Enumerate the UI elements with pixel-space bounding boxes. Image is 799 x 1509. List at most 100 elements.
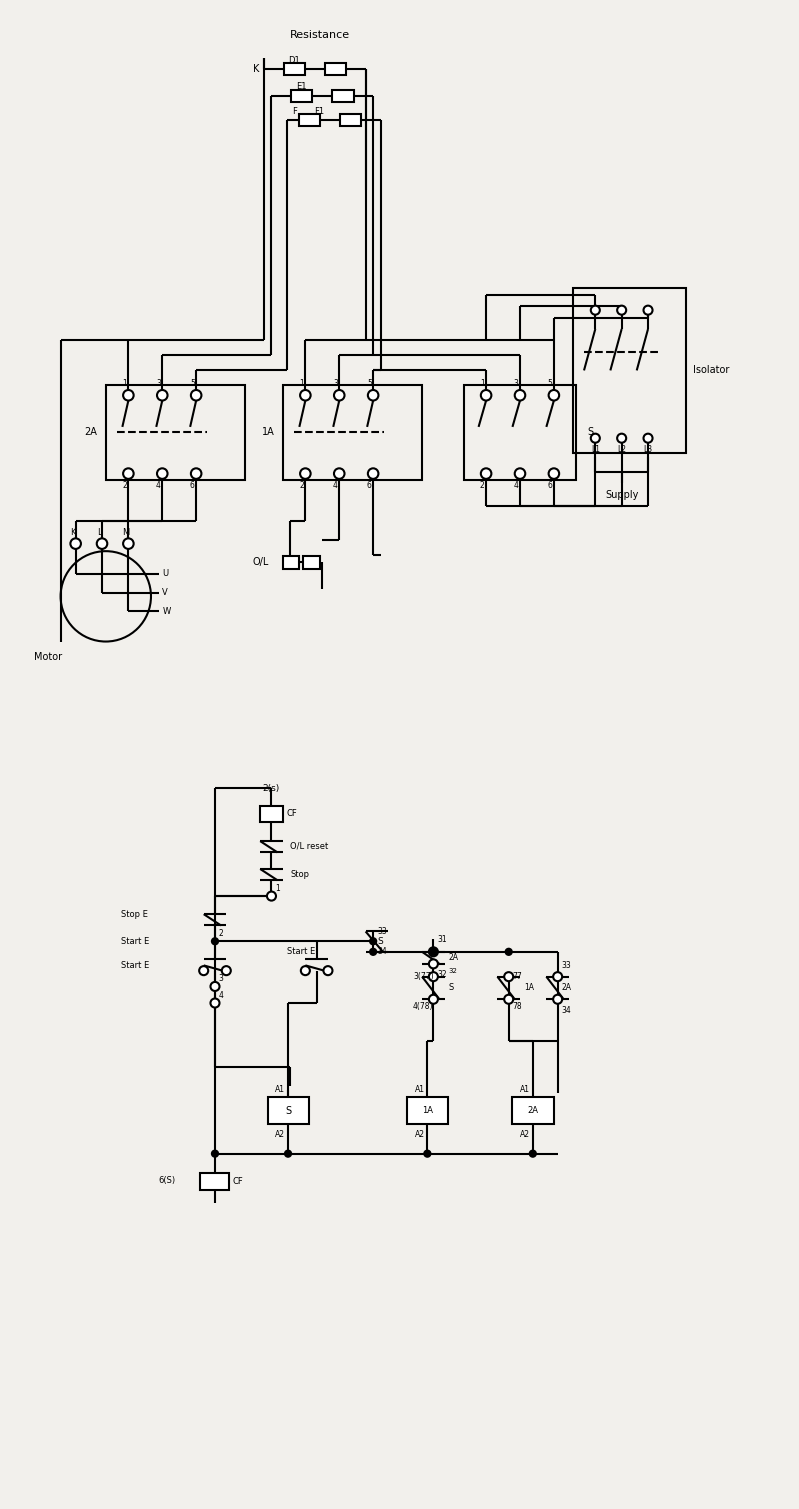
Text: L3: L3 bbox=[643, 445, 653, 454]
Circle shape bbox=[643, 433, 653, 442]
Text: Motor: Motor bbox=[34, 652, 62, 661]
Text: 32: 32 bbox=[437, 970, 447, 979]
Circle shape bbox=[515, 468, 525, 478]
Circle shape bbox=[334, 389, 344, 400]
Text: E1: E1 bbox=[296, 81, 307, 91]
Text: 3(77): 3(77) bbox=[413, 972, 434, 981]
Circle shape bbox=[481, 389, 491, 400]
Bar bbox=[283, 385, 422, 480]
Text: 2A: 2A bbox=[562, 984, 571, 993]
Bar bbox=[332, 89, 354, 101]
Text: CF: CF bbox=[233, 1177, 243, 1186]
Text: 78: 78 bbox=[512, 1002, 522, 1011]
Bar bbox=[299, 115, 320, 127]
Circle shape bbox=[123, 468, 133, 478]
Text: S: S bbox=[285, 1106, 291, 1115]
Circle shape bbox=[529, 1150, 537, 1157]
Bar bbox=[303, 555, 320, 569]
Text: 5: 5 bbox=[190, 379, 195, 388]
Text: 2: 2 bbox=[219, 930, 224, 939]
Text: 5: 5 bbox=[367, 379, 372, 388]
Circle shape bbox=[504, 948, 513, 957]
Text: 2A: 2A bbox=[527, 1106, 539, 1115]
Circle shape bbox=[300, 389, 311, 400]
Bar bbox=[463, 385, 577, 480]
Circle shape bbox=[70, 539, 81, 549]
Text: 77: 77 bbox=[512, 972, 523, 981]
Circle shape bbox=[590, 306, 600, 315]
Circle shape bbox=[369, 948, 377, 957]
Bar bbox=[284, 63, 304, 75]
Text: S: S bbox=[588, 427, 594, 438]
Text: Isolator: Isolator bbox=[694, 365, 729, 376]
Text: 6: 6 bbox=[190, 481, 195, 490]
Text: O/L reset: O/L reset bbox=[290, 842, 328, 851]
Text: K: K bbox=[252, 65, 259, 74]
Circle shape bbox=[210, 982, 220, 991]
Text: 6: 6 bbox=[367, 481, 372, 490]
Circle shape bbox=[423, 1150, 431, 1157]
Text: A2: A2 bbox=[275, 1130, 285, 1139]
Text: 1: 1 bbox=[480, 379, 485, 388]
Text: 3: 3 bbox=[333, 379, 338, 388]
Circle shape bbox=[515, 389, 525, 400]
Text: 6(S): 6(S) bbox=[158, 1176, 176, 1185]
Text: 1A: 1A bbox=[262, 427, 275, 438]
Text: 5: 5 bbox=[547, 379, 553, 388]
Text: W: W bbox=[162, 607, 170, 616]
Text: A1: A1 bbox=[415, 1085, 424, 1094]
Circle shape bbox=[222, 966, 231, 975]
Bar bbox=[200, 1172, 229, 1189]
Bar bbox=[268, 1097, 309, 1124]
Text: 2: 2 bbox=[299, 481, 304, 490]
Text: Start E: Start E bbox=[121, 961, 149, 970]
Text: Resistance: Resistance bbox=[290, 30, 351, 41]
Text: 4: 4 bbox=[156, 481, 161, 490]
Text: 4: 4 bbox=[333, 481, 338, 490]
Circle shape bbox=[617, 433, 626, 442]
Circle shape bbox=[210, 999, 220, 1008]
Text: 33: 33 bbox=[377, 927, 387, 936]
Circle shape bbox=[504, 972, 513, 981]
Circle shape bbox=[368, 389, 379, 400]
Circle shape bbox=[300, 468, 311, 478]
Text: 3: 3 bbox=[219, 975, 224, 984]
Text: CF: CF bbox=[287, 809, 297, 818]
Text: Stop: Stop bbox=[290, 869, 309, 878]
Text: D1: D1 bbox=[288, 56, 300, 65]
Circle shape bbox=[284, 1150, 292, 1157]
Circle shape bbox=[429, 994, 438, 1003]
Text: Start E: Start E bbox=[121, 937, 149, 946]
Text: Stop E: Stop E bbox=[121, 910, 148, 919]
Text: 2(s): 2(s) bbox=[263, 783, 280, 792]
Bar bbox=[340, 115, 361, 127]
Bar bbox=[283, 555, 300, 569]
Text: 2: 2 bbox=[122, 481, 127, 490]
Circle shape bbox=[211, 1150, 219, 1157]
Text: 1: 1 bbox=[299, 379, 304, 388]
Circle shape bbox=[553, 994, 562, 1003]
Text: 6: 6 bbox=[547, 481, 553, 490]
Text: Start E: Start E bbox=[287, 948, 315, 957]
Circle shape bbox=[481, 468, 491, 478]
Text: A1: A1 bbox=[520, 1085, 530, 1094]
Text: 2A: 2A bbox=[85, 427, 97, 438]
Circle shape bbox=[553, 972, 562, 981]
Bar bbox=[105, 385, 245, 480]
Circle shape bbox=[191, 468, 201, 478]
Text: L: L bbox=[97, 528, 101, 537]
Circle shape bbox=[549, 468, 559, 478]
Circle shape bbox=[324, 966, 332, 975]
Circle shape bbox=[643, 306, 653, 315]
Circle shape bbox=[199, 966, 209, 975]
Text: 31: 31 bbox=[437, 934, 447, 943]
Circle shape bbox=[97, 539, 107, 549]
Bar bbox=[512, 1097, 554, 1124]
Circle shape bbox=[123, 389, 133, 400]
Bar bbox=[260, 806, 283, 822]
Circle shape bbox=[368, 468, 379, 478]
Circle shape bbox=[301, 966, 310, 975]
Circle shape bbox=[157, 389, 168, 400]
Text: L2: L2 bbox=[617, 445, 626, 454]
Text: 1: 1 bbox=[275, 884, 280, 893]
